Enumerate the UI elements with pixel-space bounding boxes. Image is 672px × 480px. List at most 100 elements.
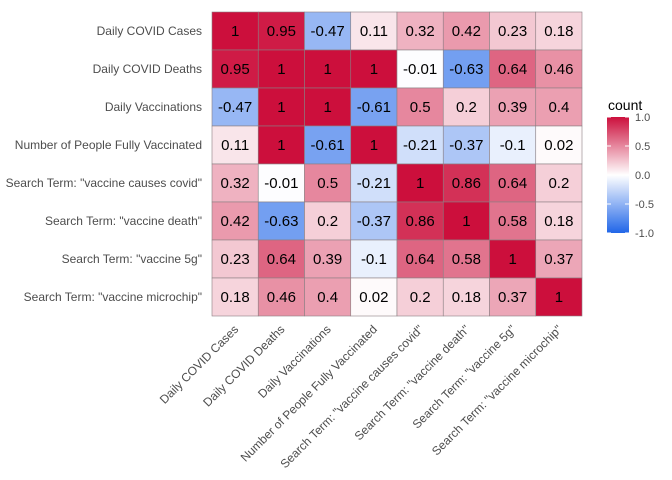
cell-value-label: -0.01 bbox=[403, 61, 437, 78]
heatmap-cell bbox=[257, 239, 305, 279]
heatmap-cell bbox=[350, 201, 398, 241]
cell-value-label: -0.37 bbox=[449, 137, 483, 154]
cell-value-label: 0.37 bbox=[544, 251, 573, 268]
cell-value-label: -0.37 bbox=[357, 213, 391, 230]
cell-value-label: 0.4 bbox=[548, 99, 569, 116]
cell-value-label: 0.37 bbox=[498, 289, 527, 306]
cell-value-label: -0.1 bbox=[500, 137, 526, 154]
cell-value-label: 0.02 bbox=[359, 289, 388, 306]
heatmap-cell bbox=[211, 11, 259, 51]
cell-value-label: 0.58 bbox=[498, 213, 527, 230]
cell-value-label: 0.5 bbox=[410, 99, 431, 116]
heatmap-cells: 1 0.95 -0.47 0.11 0.32 0.42 0.23 0.18 0.95 1 1 1 -0.… bbox=[211, 11, 583, 317]
cell-value-label: 1 bbox=[323, 61, 331, 78]
cell-value-label: 0.86 bbox=[406, 213, 435, 230]
cell-value-label: 0.5 bbox=[317, 175, 338, 192]
cell-value-label: 0.23 bbox=[498, 23, 527, 40]
heatmap-cell bbox=[257, 125, 305, 165]
cell-value-label: 0.58 bbox=[452, 251, 481, 268]
heatmap-cell bbox=[489, 163, 537, 203]
cell-value-label: -0.47 bbox=[311, 23, 345, 40]
heatmap-cell bbox=[257, 87, 305, 127]
heatmap-cell bbox=[442, 87, 490, 127]
heatmap-cell bbox=[442, 163, 490, 203]
y-tick-label: Search Term: "vaccine death" bbox=[45, 214, 202, 228]
cell-value-label: 0.39 bbox=[498, 99, 527, 116]
cell-value-label: 0.64 bbox=[498, 175, 527, 192]
cell-value-label: 0.11 bbox=[360, 23, 388, 40]
heatmap-cell bbox=[442, 277, 490, 317]
heatmap-cell bbox=[257, 201, 305, 241]
cell-value-label: 1 bbox=[277, 137, 285, 154]
y-axis-labels: Daily COVID Cases Daily COVID Deaths Daily… bbox=[6, 24, 202, 304]
heatmap-cell bbox=[535, 49, 583, 89]
heatmap-cell bbox=[442, 49, 490, 89]
cell-value-label: 0.46 bbox=[267, 289, 296, 306]
heatmap-cell bbox=[442, 201, 490, 241]
heatmap-cell bbox=[350, 163, 398, 203]
cell-value-label: 1 bbox=[370, 137, 378, 154]
heatmap-cell bbox=[535, 163, 583, 203]
cell-value-label: 0.18 bbox=[544, 213, 573, 230]
cell-value-label: -0.1 bbox=[361, 251, 387, 268]
legend-tick-label: -1.0 bbox=[635, 228, 654, 240]
cell-value-label: -0.21 bbox=[357, 175, 391, 192]
heatmap-cell bbox=[535, 239, 583, 279]
heatmap-cell bbox=[489, 87, 537, 127]
cell-value-label: 0.42 bbox=[452, 23, 481, 40]
cell-value-label: 0.95 bbox=[221, 61, 250, 78]
cell-value-label: -0.21 bbox=[403, 137, 437, 154]
heatmap-cell bbox=[211, 125, 259, 165]
heatmap-cell bbox=[257, 49, 305, 89]
heatmap-cell bbox=[350, 11, 398, 51]
y-tick-label: Daily Vaccinations bbox=[105, 100, 202, 114]
cell-value-label: 0.11 bbox=[221, 137, 249, 154]
cell-value-label: 0.02 bbox=[544, 137, 573, 154]
cell-value-label: 1 bbox=[277, 61, 285, 78]
heatmap-cell bbox=[535, 125, 583, 165]
cell-value-label: 0.64 bbox=[267, 251, 296, 268]
heatmap-cell bbox=[535, 277, 583, 317]
y-tick-label: Search Term: "vaccine 5g" bbox=[62, 252, 202, 266]
cell-value-label: 0.64 bbox=[406, 251, 435, 268]
heatmap-cell bbox=[535, 87, 583, 127]
cell-value-label: 0.4 bbox=[317, 289, 338, 306]
cell-value-label: 0.42 bbox=[221, 213, 250, 230]
heatmap-cell bbox=[304, 201, 352, 241]
cell-value-label: 0.23 bbox=[221, 251, 250, 268]
y-tick-label: Number of People Fully Vaccinated bbox=[15, 138, 202, 152]
heatmap-cell bbox=[535, 11, 583, 51]
cell-value-label: 0.32 bbox=[221, 175, 250, 192]
heatmap-cell bbox=[489, 49, 537, 89]
legend-color-bar bbox=[607, 117, 629, 233]
heatmap-cell bbox=[211, 239, 259, 279]
legend-tick-label: 1.0 bbox=[635, 112, 650, 124]
cell-value-label: 0.2 bbox=[548, 175, 569, 192]
heatmap-cell bbox=[304, 125, 352, 165]
cell-value-label: -0.63 bbox=[264, 213, 298, 230]
cell-value-label: 0.18 bbox=[221, 289, 250, 306]
heatmap-cell bbox=[350, 277, 398, 317]
cell-value-label: 0.32 bbox=[406, 23, 435, 40]
heatmap-cell bbox=[396, 87, 444, 127]
cell-value-label: -0.63 bbox=[449, 61, 483, 78]
cell-value-label: 0.18 bbox=[544, 23, 573, 40]
y-tick-label: Daily COVID Deaths bbox=[93, 62, 202, 76]
heatmap-cell bbox=[489, 125, 537, 165]
x-tick-label: Daily COVID Cases bbox=[157, 322, 241, 406]
legend-tick-label: -0.5 bbox=[635, 199, 654, 211]
y-tick-label: Daily COVID Cases bbox=[97, 24, 202, 38]
heatmap-cell bbox=[211, 277, 259, 317]
cell-value-label: 1 bbox=[231, 23, 239, 40]
heatmap-cell bbox=[350, 239, 398, 279]
heatmap-cell bbox=[396, 49, 444, 89]
heatmap-cell bbox=[211, 201, 259, 241]
cell-value-label: -0.61 bbox=[311, 137, 345, 154]
cell-value-label: -0.61 bbox=[357, 99, 391, 116]
cell-value-label: 1 bbox=[370, 61, 378, 78]
legend-title: count bbox=[608, 97, 642, 113]
heatmap-cell bbox=[304, 11, 352, 51]
cell-value-label: 0.39 bbox=[313, 251, 342, 268]
